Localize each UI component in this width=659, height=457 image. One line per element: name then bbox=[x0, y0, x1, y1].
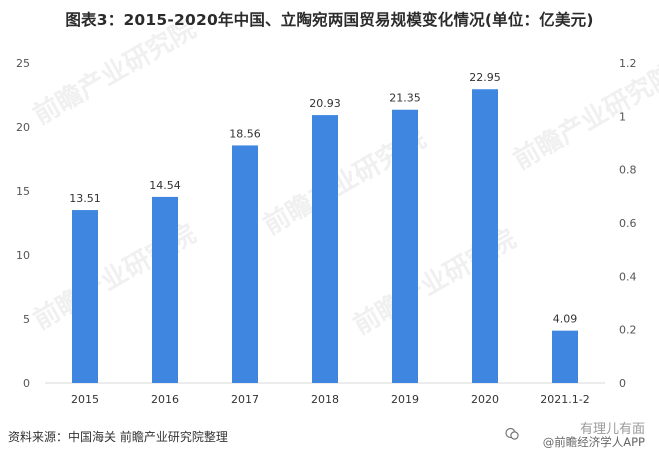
data-label: 22.95 bbox=[469, 71, 501, 84]
x-tick-label: 2017 bbox=[231, 393, 259, 406]
x-tick-label: 2020 bbox=[471, 393, 499, 406]
y2-tick-label: 0.6 bbox=[619, 217, 637, 230]
x-tick-label: 2018 bbox=[311, 393, 339, 406]
y2-tick-label: 0.8 bbox=[619, 164, 637, 177]
y-tick-label: 20 bbox=[16, 121, 30, 134]
y2-tick-label: 0.4 bbox=[619, 270, 637, 283]
y-axis-ticks: 0 5 10 15 20 25 bbox=[16, 57, 30, 390]
chart-title: 图表3：2015-2020年中国、立陶宛两国贸易规模变化情况(单位：亿美元) bbox=[65, 11, 594, 29]
x-tick-label: 2019 bbox=[391, 393, 419, 406]
y2-tick-label: 0.2 bbox=[619, 324, 637, 337]
data-label: 18.56 bbox=[229, 127, 261, 140]
x-tick-label: 2021.1-2 bbox=[540, 393, 589, 406]
brand-badge: 有理儿有面 @前瞻经济学人APP bbox=[501, 418, 651, 450]
y-tick-label: 0 bbox=[23, 377, 30, 390]
brand-slogan: 有理儿有面 bbox=[579, 422, 645, 437]
data-label: 14.54 bbox=[149, 179, 181, 192]
bar bbox=[392, 109, 418, 383]
x-tick-label: 2015 bbox=[71, 393, 99, 406]
watermark-text: 前瞻产业研究院 bbox=[28, 13, 201, 131]
data-label: 20.93 bbox=[309, 97, 341, 110]
brand-app-name: @前瞻经济学人APP bbox=[542, 435, 645, 449]
x-tick-label: 2016 bbox=[151, 393, 179, 406]
y-tick-label: 25 bbox=[16, 57, 30, 70]
source-note: 资料来源：中国海关 前瞻产业研究院整理 bbox=[8, 430, 228, 444]
watermark-text: 前瞻产业研究院 bbox=[508, 58, 659, 176]
bar bbox=[312, 115, 338, 383]
data-label: 21.35 bbox=[389, 92, 421, 105]
bar bbox=[232, 145, 258, 383]
wechat-icon bbox=[505, 427, 519, 440]
y2-tick-label: 1 bbox=[619, 110, 626, 123]
y2-axis-ticks: 0 0.2 0.4 0.6 0.8 1 1.2 bbox=[619, 57, 637, 390]
data-label: 4.09 bbox=[553, 313, 578, 326]
y2-tick-label: 1.2 bbox=[619, 57, 637, 70]
bar bbox=[472, 89, 498, 384]
y-tick-label: 10 bbox=[16, 249, 30, 262]
data-labels-group: 13.51 14.54 18.56 20.93 21.35 22.95 4.09 bbox=[69, 71, 577, 325]
data-label: 13.51 bbox=[69, 192, 101, 205]
bar bbox=[152, 196, 178, 383]
bar bbox=[552, 330, 578, 383]
x-axis-ticks: 2015 2016 2017 2018 2019 2020 2021.1-2 bbox=[71, 393, 590, 406]
y-tick-label: 15 bbox=[16, 185, 30, 198]
y2-tick-label: 0 bbox=[619, 377, 626, 390]
bars-group bbox=[72, 89, 578, 384]
bar bbox=[72, 210, 98, 383]
y-tick-label: 5 bbox=[23, 313, 30, 326]
